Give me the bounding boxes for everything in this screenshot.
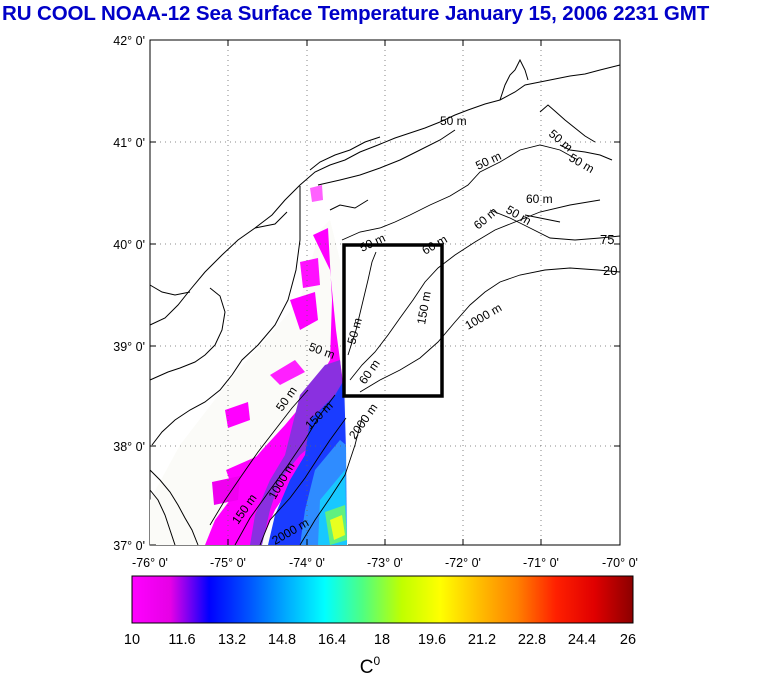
lat-label: 38° 0' [113,440,145,454]
lon-label: -72° 0' [445,556,481,570]
colorbar-tick: 13.2 [218,632,246,648]
colorbar: 10 11.6 13.2 14.8 16.4 18 19.6 21.2 22.8… [124,575,636,678]
colorbar-tick: 19.6 [418,632,446,648]
colorbar-tick: 10 [124,632,140,648]
sst-patch [290,292,318,330]
lon-label: -71° 0' [523,556,559,570]
isobath-label: 150 m [414,290,434,325]
lon-label: -70° 0' [602,556,638,570]
lat-label: 41° 0' [113,136,145,150]
lon-label: -73° 0' [367,556,403,570]
isobath-label: 60 m [526,192,553,206]
isobath-label: 50 m [440,114,467,128]
sst-patch [270,360,305,385]
colorbar-scale [131,575,634,624]
lat-label: 42° 0' [113,34,145,48]
isobath-label: 20 [603,263,617,278]
colorbar-tick: 14.8 [268,632,296,648]
axis-ticks [150,39,620,546]
lat-label: 39° 0' [113,340,145,354]
colorbar-tick: 24.4 [568,632,596,648]
lon-label: -74° 0' [289,556,325,570]
sst-patch [310,185,323,202]
lon-label: -76° 0' [132,556,168,570]
isobath-label: 75 [600,232,614,247]
sst-patch [212,476,240,505]
lat-label: 37° 0' [113,539,145,553]
colorbar-tick: 18 [374,632,390,648]
colorbar-tick: 21.2 [468,632,496,648]
unit-text: C [360,657,374,678]
colorbar-tick: 26 [620,632,636,648]
sst-patch [300,258,320,288]
longitude-labels: -76° 0' -75° 0' -74° 0' -73° 0' -72° 0' … [132,556,638,570]
sst-patch [225,402,250,428]
unit-superscript: 0 [374,654,381,668]
coastline [149,58,621,546]
isobath-contours [209,144,621,546]
map-title: RU COOL NOAA-12 Sea Surface Temperature … [2,2,710,25]
isobath-label: 50 m [344,316,364,345]
study-area-box [342,243,444,398]
colorbar-ticks: 10 11.6 13.2 14.8 16.4 18 19.6 21.2 22.8… [124,632,636,648]
lon-label: -75° 0' [210,556,246,570]
latitude-labels: 42° 0' 41° 0' 40° 0' 39° 0' 38° 0' 37° 0… [113,34,145,553]
colorbar-unit: C0 [360,654,381,678]
colorbar-tick: 16.4 [318,632,346,648]
lat-label: 40° 0' [113,238,145,252]
colorbar-tick: 11.6 [168,632,195,648]
colorbar-tick: 22.8 [518,632,546,648]
sst-yellow-patch [330,515,345,540]
